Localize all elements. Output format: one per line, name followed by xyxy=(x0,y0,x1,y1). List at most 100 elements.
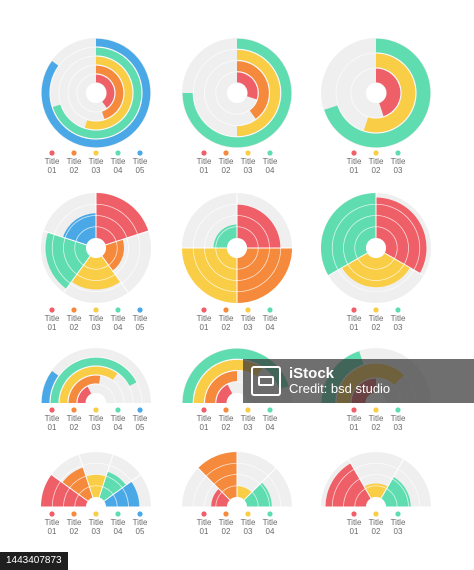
legend-label: Title 02 xyxy=(219,314,234,332)
legend-dot xyxy=(267,150,273,156)
watermark-banner: iStock Credit: bsd studio xyxy=(243,359,474,403)
legend-label: Title 02 xyxy=(369,518,384,536)
legend-label: Title 01 xyxy=(197,157,212,175)
series-sector-4 xyxy=(213,224,237,248)
legend-label: Title 01 xyxy=(197,414,212,432)
legend-dot xyxy=(71,307,77,313)
legend-label: Title 02 xyxy=(219,157,234,175)
legend-label: Title 04 xyxy=(263,314,278,332)
legend-item-3: Title 03 xyxy=(391,307,406,332)
legend-item-2: Title 02 xyxy=(67,511,82,536)
legend-item-5: Title 05 xyxy=(133,511,148,536)
legend-label: Title 05 xyxy=(133,414,148,432)
legend-dot xyxy=(71,511,77,517)
legend-label: Title 04 xyxy=(263,518,278,536)
series-arc-2 xyxy=(363,53,416,133)
legend-dot xyxy=(267,511,273,517)
legend-label: Title 02 xyxy=(369,314,384,332)
legend-item-2: Title 02 xyxy=(67,407,82,432)
legend-dot xyxy=(351,511,357,517)
legend-label: Title 01 xyxy=(45,314,60,332)
legend-item-3: Title 03 xyxy=(241,307,256,332)
legend-item-1: Title 01 xyxy=(347,407,362,432)
legend-item-1: Title 01 xyxy=(197,407,212,432)
legend-label: Title 03 xyxy=(89,518,104,536)
legend-item-1: Title 01 xyxy=(45,407,60,432)
legend-item-3: Title 03 xyxy=(391,511,406,536)
series-arc-2 xyxy=(96,65,124,120)
series-arc-2 xyxy=(237,61,269,119)
legend-item-4: Title 04 xyxy=(263,307,278,332)
legend-item-5: Title 05 xyxy=(133,150,148,175)
chart-5: Title 01 Title 02 Title 03 Title 04 xyxy=(181,193,292,332)
legend-item-1: Title 01 xyxy=(347,150,362,175)
legend-item-4: Title 04 xyxy=(111,511,126,536)
series-sector-3 xyxy=(182,248,237,303)
series-arc-3 xyxy=(84,56,133,130)
legend-label: Title 01 xyxy=(45,518,60,536)
legend-dot xyxy=(93,150,99,156)
legend-item-2: Title 02 xyxy=(67,307,82,332)
legend-item-4: Title 04 xyxy=(111,150,126,175)
legend-label: Title 02 xyxy=(67,314,82,332)
legend-label: Title 03 xyxy=(241,518,256,536)
legend-item-1: Title 01 xyxy=(45,307,60,332)
legend-item-4: Title 04 xyxy=(263,407,278,432)
legend-dot xyxy=(373,407,379,413)
series-arc-5 xyxy=(41,371,59,403)
series-sector-3 xyxy=(71,256,121,290)
legend-dot xyxy=(115,511,121,517)
legend-item-1: Title 01 xyxy=(347,307,362,332)
legend-item-1: Title 01 xyxy=(45,511,60,536)
legend-dot xyxy=(137,511,143,517)
chart-6: Title 01 Title 02 Title 03 xyxy=(320,193,431,332)
series-arc-2 xyxy=(205,371,237,403)
legend-dot xyxy=(351,150,357,156)
legend-item-1: Title 01 xyxy=(197,307,212,332)
legend-label: Title 01 xyxy=(347,518,362,536)
series-arc-1 xyxy=(216,384,233,403)
legend-label: Title 01 xyxy=(347,314,362,332)
legend-label: Title 04 xyxy=(111,314,126,332)
legend-dot xyxy=(115,150,121,156)
legend-item-2: Title 02 xyxy=(369,407,384,432)
legend-label: Title 04 xyxy=(111,414,126,432)
series-sector-1 xyxy=(376,197,427,274)
series-arc-1 xyxy=(237,72,258,100)
legend-dot xyxy=(223,511,229,517)
legend-label: Title 03 xyxy=(89,414,104,432)
legend-dot xyxy=(395,407,401,413)
legend-dot xyxy=(201,307,207,313)
legend-item-1: Title 01 xyxy=(197,150,212,175)
legend-label: Title 01 xyxy=(45,157,60,175)
legend-item-3: Title 03 xyxy=(89,150,104,175)
legend-item-1: Title 01 xyxy=(45,150,60,175)
series-sector-3 xyxy=(381,476,411,507)
chart-7: Title 01 Title 02 Title 03 Title 04 Title 05 xyxy=(41,348,151,432)
legend-dot xyxy=(93,307,99,313)
series-arc-3 xyxy=(237,49,281,137)
chart-12: Title 01 Title 02 Title 03 xyxy=(321,452,431,536)
series-sector-4 xyxy=(244,482,272,507)
legend-dot xyxy=(137,307,143,313)
legend-dot xyxy=(115,307,121,313)
legend-label: Title 04 xyxy=(263,414,278,432)
chart-4: Title 01 Title 02 Title 03 Title 04 Title 05 xyxy=(40,193,151,332)
legend-dot xyxy=(267,307,273,313)
legend-item-5: Title 05 xyxy=(133,407,148,432)
legend-label: Title 05 xyxy=(133,314,148,332)
series-sector-2 xyxy=(364,483,388,499)
legend-item-2: Title 02 xyxy=(219,407,234,432)
legend-label: Title 02 xyxy=(219,414,234,432)
legend-label: Title 02 xyxy=(219,518,234,536)
legend-item-2: Title 02 xyxy=(219,150,234,175)
series-sector-3 xyxy=(321,193,376,276)
legend-label: Title 02 xyxy=(67,518,82,536)
legend-dot xyxy=(245,407,251,413)
legend-label: Title 01 xyxy=(197,314,212,332)
series-arc-3 xyxy=(59,366,118,403)
legend-label: Title 01 xyxy=(45,414,60,432)
legend-item-1: Title 01 xyxy=(347,511,362,536)
legend-dot xyxy=(71,407,77,413)
